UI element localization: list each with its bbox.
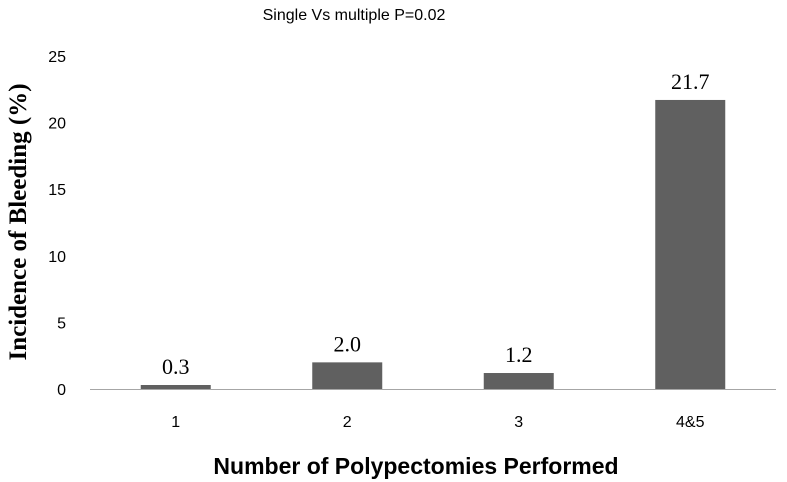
y-axis: 0 5 10 15 20 25 bbox=[48, 49, 66, 399]
data-label: 1.2 bbox=[505, 342, 533, 367]
x-tick-label: 1 bbox=[171, 414, 180, 431]
x-tick-label: 3 bbox=[514, 414, 523, 431]
data-label: 21.7 bbox=[671, 69, 710, 94]
bar-1 bbox=[140, 385, 211, 389]
y-tick-label: 25 bbox=[48, 49, 66, 66]
bars bbox=[140, 99, 726, 390]
y-tick-label: 15 bbox=[48, 182, 66, 199]
y-tick-label: 20 bbox=[48, 116, 66, 133]
bar-2 bbox=[312, 362, 383, 389]
bar-4-5 bbox=[655, 99, 726, 390]
y-tick-label: 10 bbox=[48, 249, 66, 266]
x-tick-label: 4&5 bbox=[676, 414, 705, 431]
y-tick-label: 5 bbox=[57, 315, 66, 332]
chart-title: Single Vs multiple P=0.02 bbox=[263, 7, 446, 24]
y-tick-label: 0 bbox=[57, 382, 66, 399]
data-labels: 0.3 2.0 1.2 21.7 bbox=[162, 69, 710, 379]
data-label: 0.3 bbox=[162, 354, 190, 379]
data-label: 2.0 bbox=[334, 331, 362, 356]
x-tick-label: 2 bbox=[343, 414, 352, 431]
bar-3 bbox=[483, 373, 554, 389]
y-axis-label: Incidence of Bleeding (%) bbox=[5, 83, 32, 360]
x-axis: 1 2 3 4&5 bbox=[171, 414, 704, 431]
x-axis-label: Number of Polypectomies Performed bbox=[213, 453, 618, 479]
